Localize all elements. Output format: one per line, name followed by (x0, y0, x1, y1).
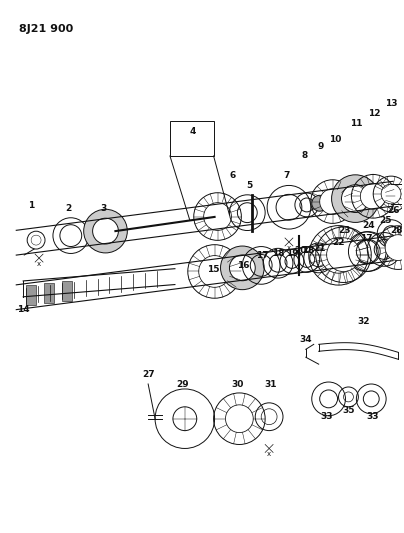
Text: 20: 20 (295, 246, 307, 255)
Bar (170, 121, 214, 156)
Circle shape (204, 203, 231, 230)
Circle shape (321, 238, 356, 273)
Text: 23: 23 (338, 226, 351, 235)
Text: x: x (287, 245, 291, 251)
Bar (26, 285, 36, 305)
Text: 19: 19 (286, 248, 298, 257)
Text: 5: 5 (246, 181, 252, 190)
Text: 6: 6 (229, 171, 236, 180)
Circle shape (360, 183, 386, 209)
Text: 2: 2 (66, 204, 72, 213)
Circle shape (199, 256, 230, 287)
Text: 17: 17 (256, 251, 269, 260)
Text: 7: 7 (284, 171, 290, 180)
Text: 3: 3 (101, 204, 107, 213)
Text: 1: 1 (28, 201, 34, 210)
Circle shape (221, 246, 264, 289)
Text: 27: 27 (142, 369, 154, 378)
Circle shape (225, 405, 253, 433)
Text: 35: 35 (342, 406, 355, 415)
Text: x: x (37, 261, 41, 267)
Text: 18: 18 (272, 248, 284, 257)
Text: 16: 16 (237, 261, 250, 270)
Circle shape (381, 184, 401, 204)
Text: 12: 12 (368, 109, 381, 118)
Text: 33: 33 (320, 412, 333, 421)
Bar (62, 281, 72, 301)
Circle shape (312, 195, 328, 211)
Text: 14: 14 (17, 305, 29, 314)
Circle shape (84, 209, 127, 253)
Circle shape (93, 218, 118, 244)
Text: 28: 28 (390, 226, 402, 235)
Text: 31: 31 (265, 379, 278, 389)
Text: 11: 11 (350, 119, 363, 128)
Text: 8: 8 (302, 151, 308, 160)
Circle shape (341, 185, 369, 213)
Text: 15: 15 (207, 265, 220, 274)
Text: 34: 34 (299, 335, 312, 344)
Circle shape (229, 255, 255, 281)
Text: 18: 18 (301, 246, 314, 255)
Text: 24: 24 (362, 221, 375, 230)
Text: 30: 30 (231, 379, 244, 389)
Text: 26: 26 (387, 206, 399, 215)
Text: 4: 4 (189, 127, 196, 135)
Bar (44, 283, 54, 303)
Text: 25: 25 (379, 216, 391, 225)
Text: 9: 9 (318, 142, 324, 150)
Text: 10: 10 (329, 134, 342, 143)
Text: 29: 29 (177, 379, 189, 389)
Text: 32: 32 (357, 317, 370, 326)
Text: 22: 22 (332, 238, 345, 247)
Text: 21: 21 (314, 244, 326, 253)
Text: 8J21 900: 8J21 900 (19, 24, 74, 34)
Text: 33: 33 (366, 412, 379, 421)
Text: 13: 13 (385, 99, 397, 108)
Circle shape (320, 189, 345, 214)
Circle shape (326, 238, 360, 271)
Circle shape (385, 235, 404, 261)
Text: 17: 17 (360, 234, 372, 243)
Text: x: x (267, 451, 271, 457)
Circle shape (332, 175, 379, 222)
